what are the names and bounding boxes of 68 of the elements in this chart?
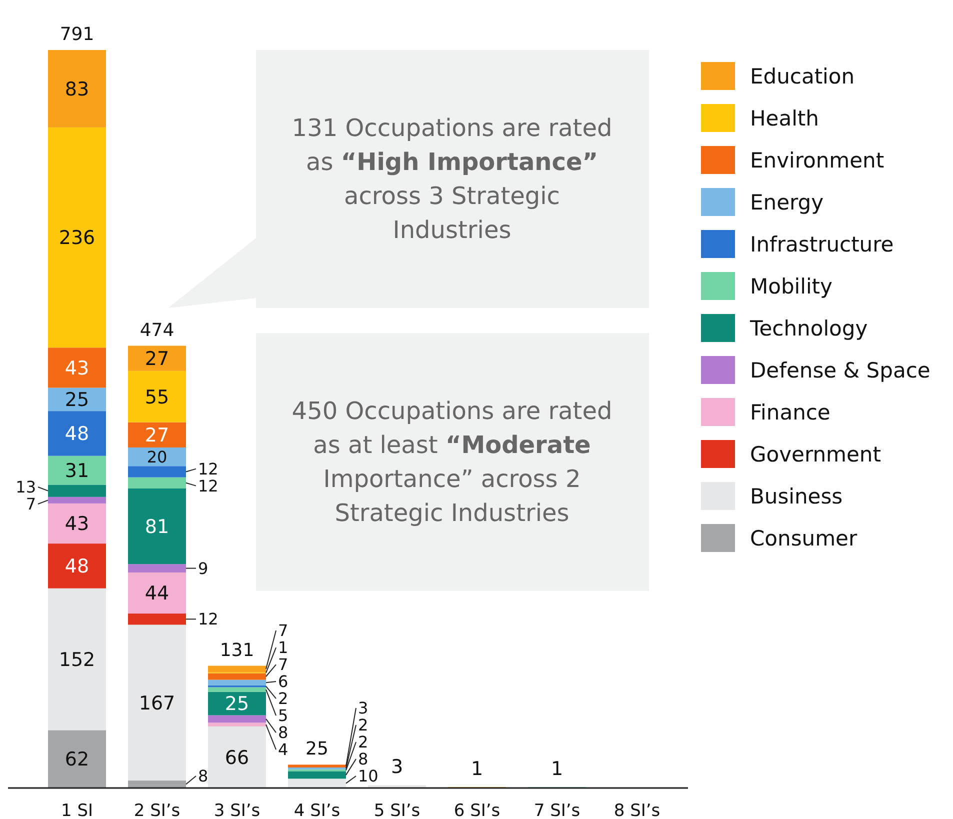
legend-label: Consumer <box>750 526 858 550</box>
data-label: 3 <box>390 756 404 778</box>
total-label: 474 <box>140 320 174 341</box>
data-label: 236 <box>58 227 96 250</box>
data-label: 10 <box>358 766 378 786</box>
legend-label: Education <box>750 64 855 88</box>
data-label: 25 <box>224 693 250 716</box>
data-label: 27 <box>144 424 170 447</box>
data-label: 55 <box>144 386 170 408</box>
data-label: 48 <box>64 423 90 446</box>
data-label: 81 <box>144 516 170 538</box>
x-tick-label: 2 SI’s <box>134 801 180 819</box>
data-label: 8 <box>198 766 208 786</box>
data-label: 3 <box>358 698 368 718</box>
total-label: 131 <box>220 640 254 661</box>
data-label: 12 <box>198 610 218 629</box>
annotation: 131 Occupations are rated as “High Importance” across 3 Strategic Industries <box>292 114 612 244</box>
data-label: 7 <box>278 655 288 674</box>
data-label: 27 <box>144 348 170 370</box>
total-label: 791 <box>60 24 94 45</box>
data-label: 43 <box>64 513 90 536</box>
data-label: 83 <box>64 78 90 100</box>
legend-label: Health <box>750 106 819 130</box>
legend-label: Mobility <box>750 274 832 298</box>
legend-label: Infrastructure <box>750 232 894 256</box>
data-label: 8 <box>358 750 368 769</box>
data-label: 20 <box>146 447 168 466</box>
data-label: 1 <box>550 758 564 780</box>
data-label: 7 <box>26 494 36 514</box>
x-tick-label: 3 SI’s <box>214 801 260 819</box>
x-tick-label: 1 SI <box>60 801 94 819</box>
x-tick-label: 4 SI’s <box>294 801 340 819</box>
data-label: 8 <box>278 723 288 742</box>
data-label: 25 <box>64 389 90 412</box>
data-label: 2 <box>278 689 288 708</box>
data-label: 2 <box>358 716 368 735</box>
data-label: 6 <box>278 672 288 692</box>
data-label: 44 <box>144 582 170 605</box>
data-label: 66 <box>224 746 250 769</box>
data-label: 12 <box>198 476 218 496</box>
data-label: 152 <box>58 648 96 671</box>
legend-label: Business <box>750 484 843 508</box>
legend-label: Finance <box>750 400 830 424</box>
data-label: 48 <box>64 556 90 578</box>
data-label: 1 <box>278 638 288 658</box>
x-tick-label: 8 SI’s <box>614 801 660 819</box>
data-label: 62 <box>64 748 90 771</box>
data-label: 31 <box>64 460 90 482</box>
x-tick-label: 5 SI’s <box>374 801 420 819</box>
data-label: 12 <box>198 459 218 478</box>
total-label: 25 <box>306 738 328 760</box>
legend-label: Technology <box>749 316 868 340</box>
data-label: 2 <box>358 732 368 752</box>
data-label: 13 <box>16 478 36 497</box>
data-label: 1 <box>470 758 484 780</box>
x-tick-label: 7 SI’s <box>534 801 580 819</box>
data-label: 5 <box>278 706 288 726</box>
annotation: 450 Occupations are rated as at least “Moderate Importance” across 2 Strategic Industries <box>292 397 612 527</box>
data-label: 7 <box>278 621 288 640</box>
legend-label: Energy <box>750 190 824 214</box>
x-tick-label: 6 SI’s <box>454 801 500 819</box>
data-label: 9 <box>198 558 208 578</box>
legend-label: Defense & Space <box>750 358 930 382</box>
legend-label: Government <box>750 442 881 466</box>
data-label: 167 <box>138 692 176 714</box>
legend-label: Environment <box>750 148 884 172</box>
data-label: 4 <box>278 740 288 760</box>
data-label: 43 <box>64 357 90 380</box>
